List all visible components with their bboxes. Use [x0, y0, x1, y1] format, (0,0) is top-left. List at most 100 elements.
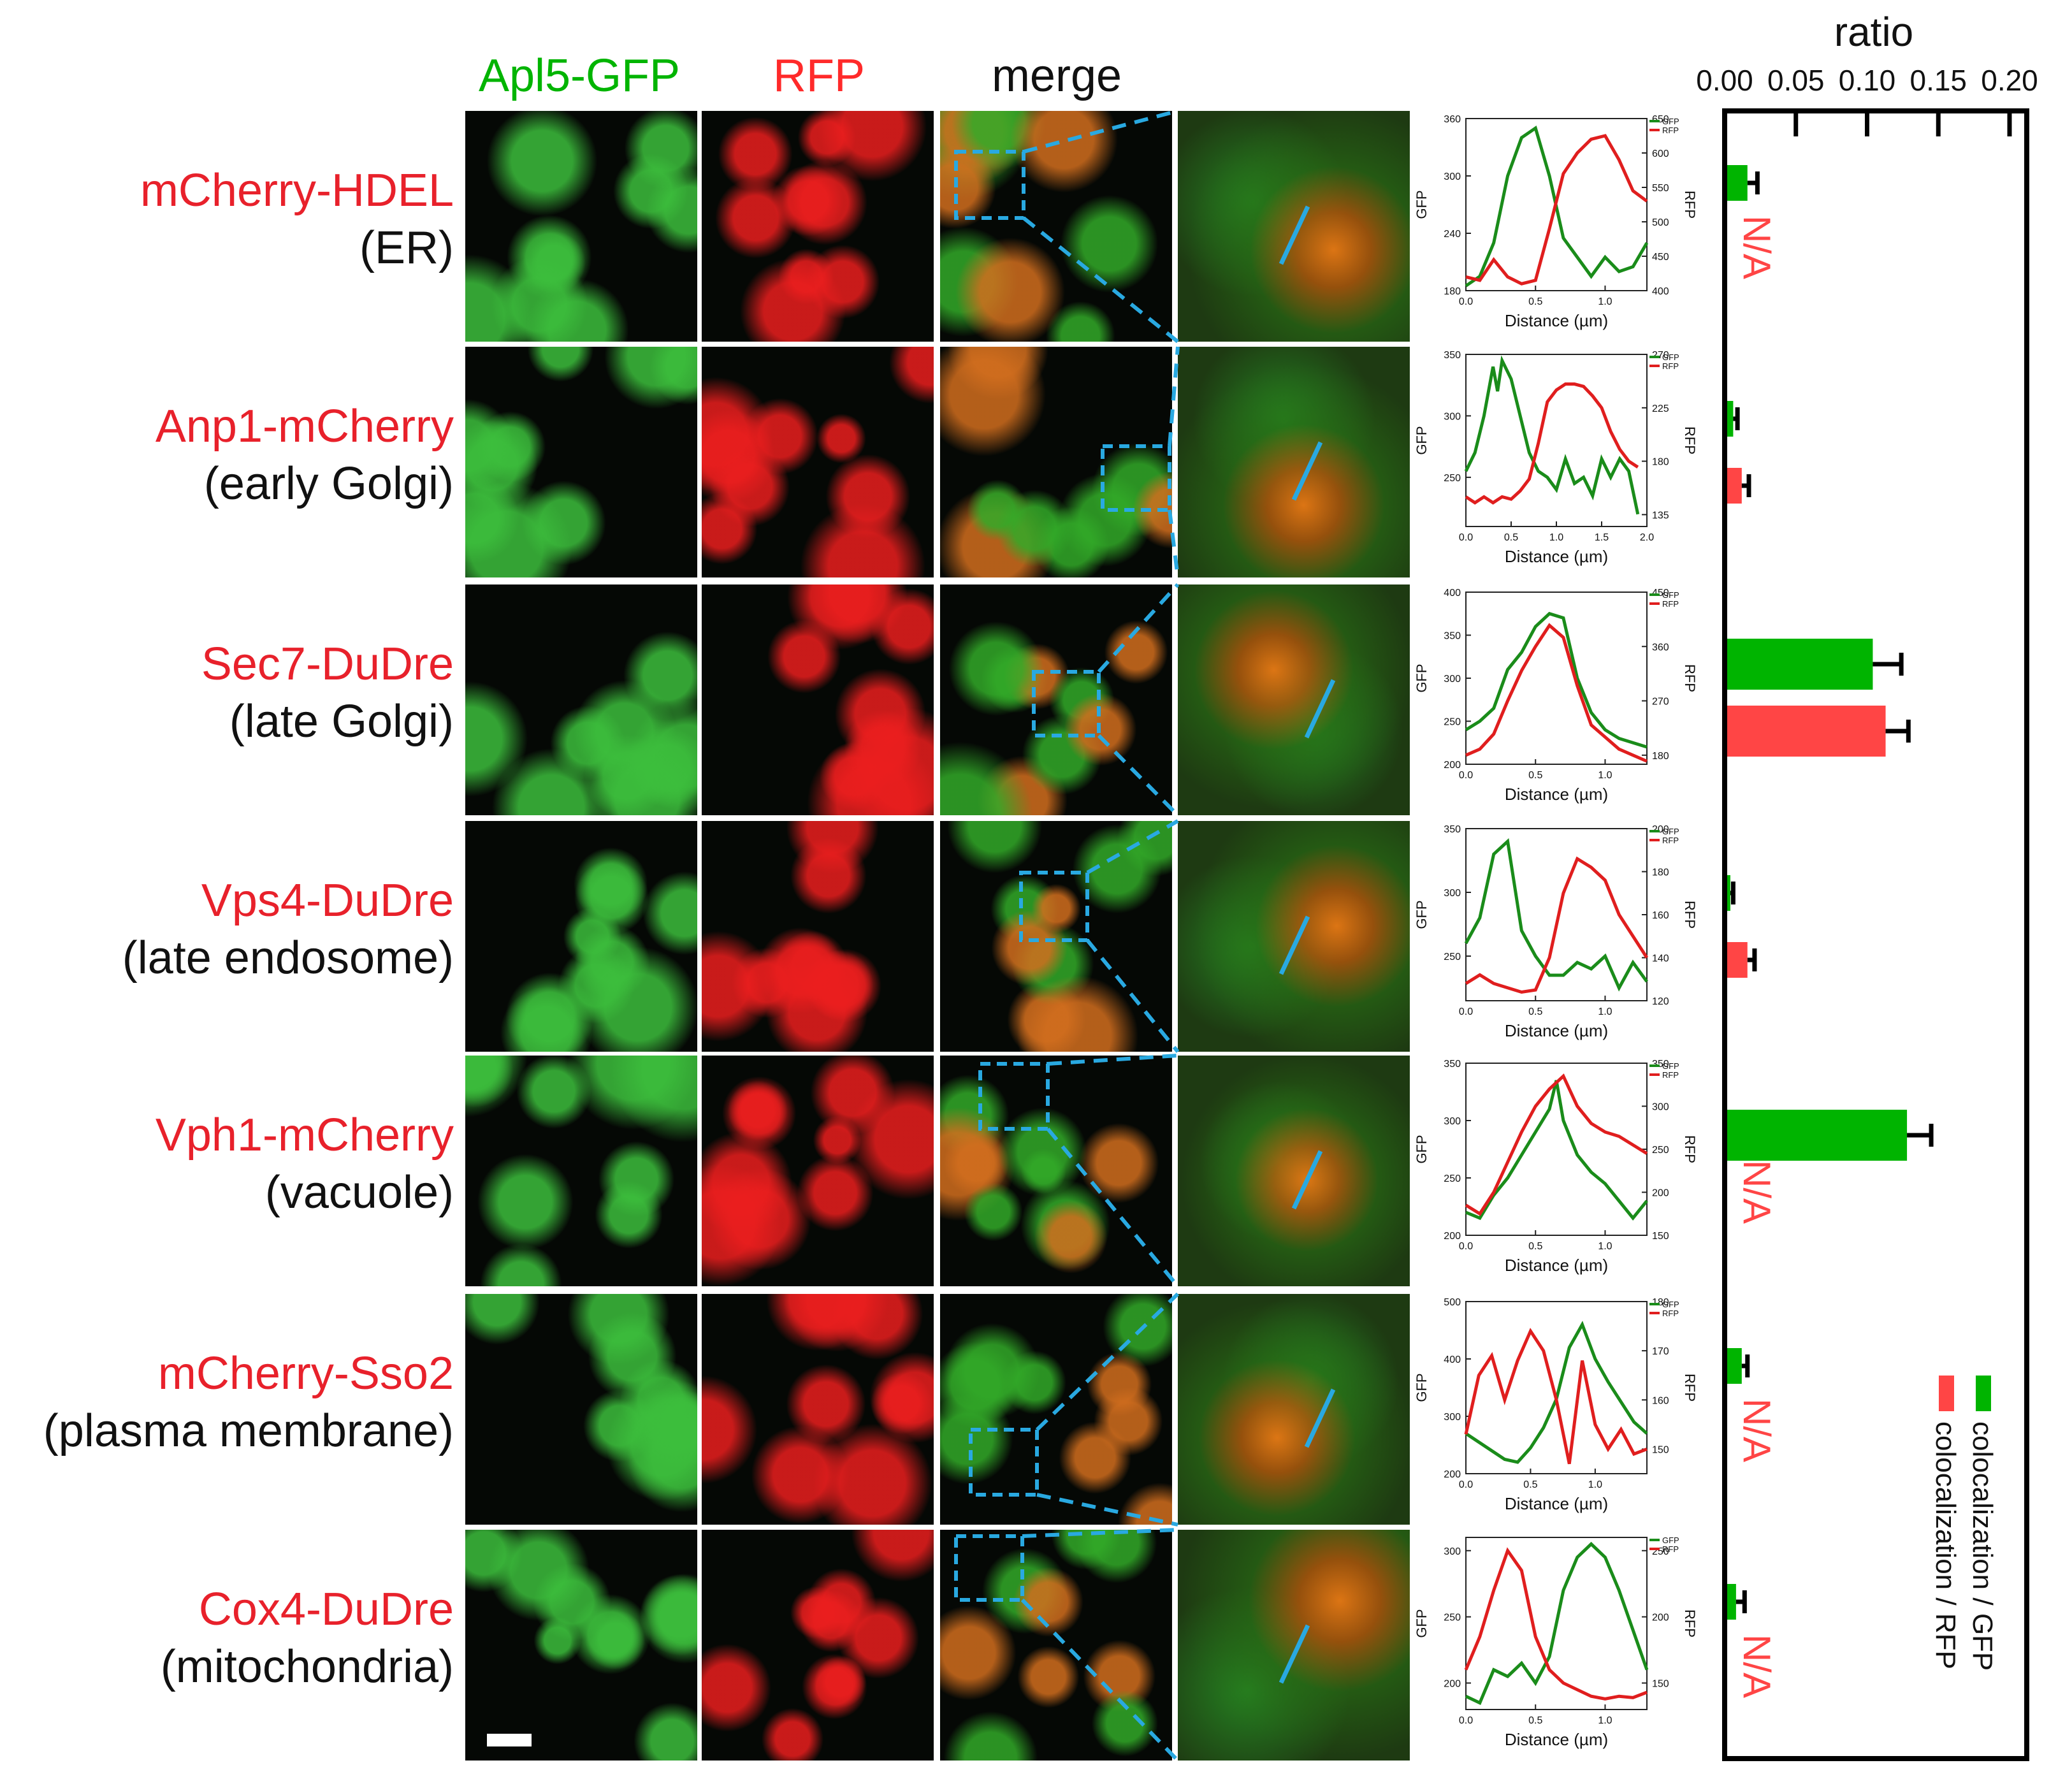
gfp-bar: [1727, 401, 1734, 437]
legend-label: GFP: [1662, 590, 1679, 600]
x-tick-label: 0.0: [1459, 1715, 1473, 1726]
gfp-tick-label: 250: [1444, 952, 1461, 962]
bar-x-tick-label: 0.10: [1839, 64, 1896, 97]
x-tick-label: 0.5: [1528, 1006, 1542, 1017]
rfp-tick-label: 135: [1652, 510, 1669, 521]
legend-label: RFP: [1662, 836, 1679, 845]
gfp-tick-label: 500: [1444, 1297, 1461, 1308]
x-tick-label: 0.0: [1459, 532, 1473, 543]
legend-label: GFP: [1662, 827, 1679, 836]
x-tick-label: 1.0: [1598, 296, 1612, 307]
micrograph-green: [465, 821, 697, 1052]
rfp-tick-label: 140: [1652, 954, 1669, 964]
rfp-tick-label: 360: [1652, 642, 1669, 653]
x-tick-label: 0.0: [1459, 1479, 1473, 1490]
header-green: Apl5-GFP: [478, 50, 681, 101]
micrograph-green: [465, 1056, 697, 1286]
gfp-tick-label: 200: [1444, 760, 1461, 771]
x-tick-label: 1.0: [1598, 1241, 1612, 1252]
profile-panel: 0.0 0.5 1.0250300350120140160180200Distanc…: [1414, 824, 1698, 1040]
organelle-name: (late endosome): [122, 933, 454, 984]
legend-label: RFP: [1662, 599, 1679, 609]
x-tick-label: 0.5: [1528, 770, 1542, 781]
bar-x-tick-label: 0.05: [1767, 64, 1825, 97]
organelle-name: (plasma membrane): [43, 1405, 454, 1456]
x-tick-label: 0.0: [1459, 1241, 1473, 1252]
gfp-tick-label: 300: [1444, 1412, 1461, 1423]
marker-name: Sec7-DuDre: [201, 639, 454, 690]
rfp-bar: [1727, 706, 1886, 757]
bar-x-tick-label: 0.20: [1981, 64, 2038, 97]
organelle-name: (late Golgi): [229, 696, 454, 747]
micrograph-green: [465, 347, 697, 577]
gfp-profile-line: [1464, 355, 1640, 515]
rfp-tick-label: 150: [1652, 1678, 1669, 1689]
rfp-profile-line: [1465, 1073, 1648, 1216]
rfp-tick-label: 150: [1652, 1231, 1669, 1242]
legend-label: colocalization / RFP: [1930, 1421, 1961, 1669]
marker-name: mCherry-HDEL: [140, 165, 454, 216]
micrograph-zoom: [1178, 111, 1410, 342]
legend-label: GFP: [1662, 1061, 1679, 1071]
rfp-profile-line: [1465, 856, 1649, 994]
micrograph-green: [465, 1294, 697, 1525]
row-label: Cox4-DuDre (mitochondria): [0, 1581, 454, 1695]
rfp-tick-label: 600: [1652, 149, 1669, 159]
x-tick-label: 1.0: [1588, 1479, 1602, 1490]
gfp-bar: [1727, 875, 1730, 911]
rfp-tick-label: 225: [1652, 403, 1669, 414]
micrograph-zoom: [1178, 1294, 1410, 1525]
profile-ylabel-rfp: RFP: [1682, 191, 1698, 219]
x-tick-label: 1.0: [1598, 1715, 1612, 1726]
gfp-tick-label: 300: [1444, 888, 1461, 899]
legend-label: RFP: [1662, 1070, 1679, 1080]
legend-label: RFP: [1662, 126, 1679, 135]
gfp-tick-label: 350: [1444, 631, 1461, 642]
gfp-tick-label: 300: [1444, 1546, 1461, 1557]
micrograph-green: [465, 111, 697, 342]
rfp-profile-line: [1464, 1328, 1648, 1465]
organelle-name: (early Golgi): [203, 458, 454, 509]
legend-label: GFP: [1662, 352, 1679, 362]
profile-xlabel: Distance (µm): [1505, 1256, 1608, 1275]
gfp-tick-label: 180: [1444, 286, 1461, 297]
rfp-tick-label: 200: [1652, 1613, 1669, 1623]
rfp-tick-label: 170: [1652, 1346, 1669, 1357]
rfp-tick-label: 180: [1652, 868, 1669, 878]
marker-name: mCherry-Sso2: [157, 1348, 454, 1399]
legend-label: GFP: [1662, 1536, 1679, 1545]
profile-ylabel-rfp: RFP: [1682, 1609, 1698, 1637]
profile-xlabel: Distance (µm): [1505, 1021, 1608, 1040]
gfp-tick-label: 300: [1444, 1116, 1461, 1127]
profile-ylabel-rfp: RFP: [1682, 1374, 1698, 1402]
rfp-tick-label: 270: [1652, 697, 1669, 708]
rfp-tick-label: 450: [1652, 252, 1669, 263]
organelle-name: (mitochondria): [160, 1641, 454, 1692]
micrograph-red: [702, 821, 934, 1052]
gfp-tick-label: 200: [1444, 1678, 1461, 1689]
profile-ylabel-gfp: GFP: [1414, 664, 1430, 692]
rfp-tick-label: 160: [1652, 1395, 1669, 1406]
rfp-profile-line: [1464, 1547, 1648, 1701]
micrograph-zoom: [1178, 1056, 1410, 1286]
rfp-bar: [1727, 468, 1742, 504]
x-tick-label: 0.0: [1459, 1006, 1473, 1017]
x-tick-label: 2.0: [1640, 532, 1654, 543]
profile-xlabel: Distance (µm): [1505, 1494, 1608, 1513]
gfp-bar: [1727, 165, 1748, 201]
gfp-bar: [1727, 1110, 1908, 1161]
row-label: mCherry-HDEL (ER): [0, 162, 454, 277]
rfp-tick-label: 180: [1652, 457, 1669, 468]
rfp-tick-label: 160: [1652, 910, 1669, 921]
x-tick-label: 0.0: [1459, 296, 1473, 307]
gfp-profile-line: [1464, 838, 1649, 992]
gfp-tick-label: 250: [1444, 1173, 1461, 1184]
micrograph-red: [702, 1294, 934, 1525]
profile-ylabel-gfp: GFP: [1414, 1135, 1430, 1163]
gfp-bar: [1727, 1348, 1742, 1384]
legend-label: GFP: [1662, 117, 1679, 126]
rfp-tick-label: 250: [1652, 1145, 1669, 1156]
profile-ylabel-gfp: GFP: [1414, 1373, 1430, 1402]
row-label: mCherry-Sso2 (plasma membrane): [0, 1345, 454, 1460]
profile-ylabel-gfp: GFP: [1414, 426, 1430, 454]
